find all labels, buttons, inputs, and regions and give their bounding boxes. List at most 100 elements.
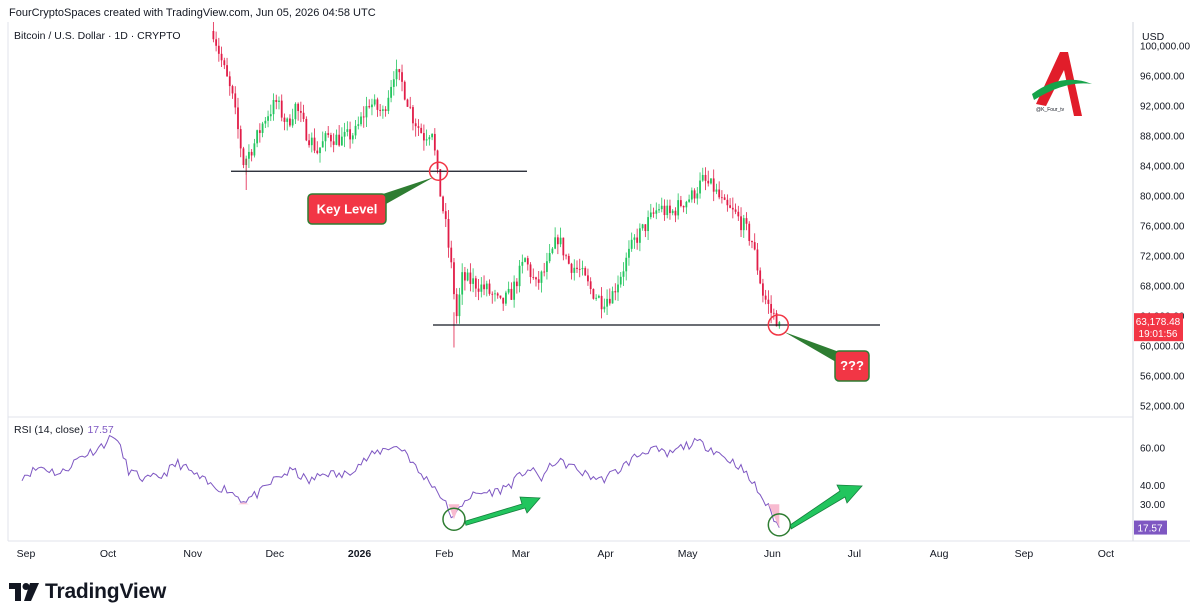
rsi-tick-label: 60.00 <box>1140 444 1165 455</box>
candle-body <box>628 248 630 258</box>
key-level-circle <box>428 161 449 181</box>
rsi-legend: RSI (14, close) 17.57 <box>14 424 114 436</box>
candle-body <box>543 271 546 273</box>
last-price-badge <box>1134 313 1183 342</box>
candle-body <box>701 174 704 181</box>
candle-body <box>305 118 308 141</box>
candle-body <box>677 200 680 216</box>
candle-body <box>455 294 458 317</box>
candle-body <box>496 293 499 296</box>
candle-body <box>278 100 280 102</box>
candle-body <box>264 120 267 124</box>
candle-body <box>622 271 625 277</box>
candle-body <box>368 106 371 108</box>
candle-body <box>707 180 710 184</box>
candle-body <box>690 190 693 200</box>
candle-body <box>412 107 414 124</box>
key-level-lines[interactable] <box>231 170 880 326</box>
candle-body <box>433 133 436 151</box>
candle-body <box>513 281 516 300</box>
candle-body <box>638 228 641 243</box>
time-tick-label: Mar <box>512 548 531 560</box>
candle-body <box>392 79 395 87</box>
rsi-axis[interactable]: 60.00 40.00 30.00 <box>1140 444 1165 511</box>
candle-body <box>570 263 573 273</box>
time-tick-label: Aug <box>930 548 949 560</box>
price-tick-label: 56,000.00 <box>1140 372 1185 383</box>
candle-body <box>658 209 660 211</box>
price-tick-label: 84,000.00 <box>1140 162 1185 173</box>
candle-body <box>710 178 712 184</box>
time-axis[interactable]: Sep Oct Nov Dec 2026 Feb Mar Apr May Jun Jul Aug Sep… <box>17 548 1115 560</box>
candle-body <box>731 207 734 210</box>
time-tick-label: Sep <box>17 548 36 560</box>
candle-body <box>461 272 464 295</box>
tradingview-brand[interactable]: TradingView <box>9 580 166 604</box>
candle-body <box>217 45 220 54</box>
candle-body <box>340 136 343 146</box>
candle-body <box>619 276 622 285</box>
time-tick-label: Dec <box>265 548 284 560</box>
candle-body <box>499 295 502 298</box>
candle-body <box>625 257 628 272</box>
price-tick-label: 80,000.00 <box>1140 192 1185 203</box>
symbol-label: Bitcoin / U.S. Dollar · 1D · CRYPTO <box>14 30 181 42</box>
candle-body <box>647 217 649 232</box>
candle-body <box>505 292 507 304</box>
candle-body <box>398 69 401 73</box>
candle-body <box>721 197 723 199</box>
candle-body <box>215 39 218 46</box>
candle-body <box>464 272 466 281</box>
candle-body <box>436 150 439 170</box>
candle-body <box>223 60 226 66</box>
candle-body <box>515 281 518 287</box>
question-pointer <box>784 332 842 362</box>
candle-body <box>589 281 592 290</box>
logo-handle: @K_Four_tv <box>1036 107 1065 113</box>
price-tick-label: 52,000.00 <box>1140 402 1185 413</box>
rsi-name: RSI (14, close) <box>14 424 84 436</box>
candle-body <box>420 127 423 134</box>
annotations[interactable]: Key Level??? <box>307 161 870 537</box>
candle-body <box>688 199 690 202</box>
candle-body <box>597 295 600 298</box>
price-tick-label: 68,000.00 <box>1140 282 1185 293</box>
time-tick-label: 2026 <box>348 548 372 560</box>
candle-body <box>775 313 778 327</box>
candle-body <box>239 129 242 149</box>
candle-body <box>663 205 666 216</box>
candle-body <box>742 218 745 231</box>
rsi-series <box>21 434 780 528</box>
price-axis[interactable]: 100,000.00 96,000.00 92,000.00 88,000.00 84,… <box>1140 42 1190 413</box>
candle-body <box>573 267 576 273</box>
candle-body <box>425 139 428 141</box>
rsi-oversold-fill <box>448 504 460 520</box>
countdown-text: 19:01:56 <box>1139 329 1178 340</box>
candle-body <box>734 209 737 212</box>
candle-body <box>567 255 570 264</box>
candle-body <box>234 93 237 108</box>
candle-body <box>338 134 341 146</box>
time-tick-label: May <box>678 548 699 560</box>
candle-body <box>297 103 300 112</box>
candle-body <box>324 133 327 142</box>
candle-body <box>483 284 485 290</box>
candle-body <box>330 134 332 142</box>
price-tick-label: 96,000.00 <box>1140 72 1185 83</box>
candle-body <box>289 118 291 126</box>
candle-body <box>417 126 420 128</box>
question-box <box>834 350 870 382</box>
candle-body <box>546 261 548 272</box>
candle-body <box>248 151 250 159</box>
candle-body <box>242 148 245 166</box>
support-circle <box>767 314 790 336</box>
candle-body <box>649 212 652 218</box>
question-text: ??? <box>840 358 864 373</box>
candle-body <box>762 283 764 296</box>
logo-a-shape <box>1036 52 1082 116</box>
candle-body <box>587 275 589 282</box>
candle-body <box>422 133 425 141</box>
candle-body <box>313 137 316 151</box>
watermark-logo: @K_Four_tv <box>1032 52 1092 116</box>
